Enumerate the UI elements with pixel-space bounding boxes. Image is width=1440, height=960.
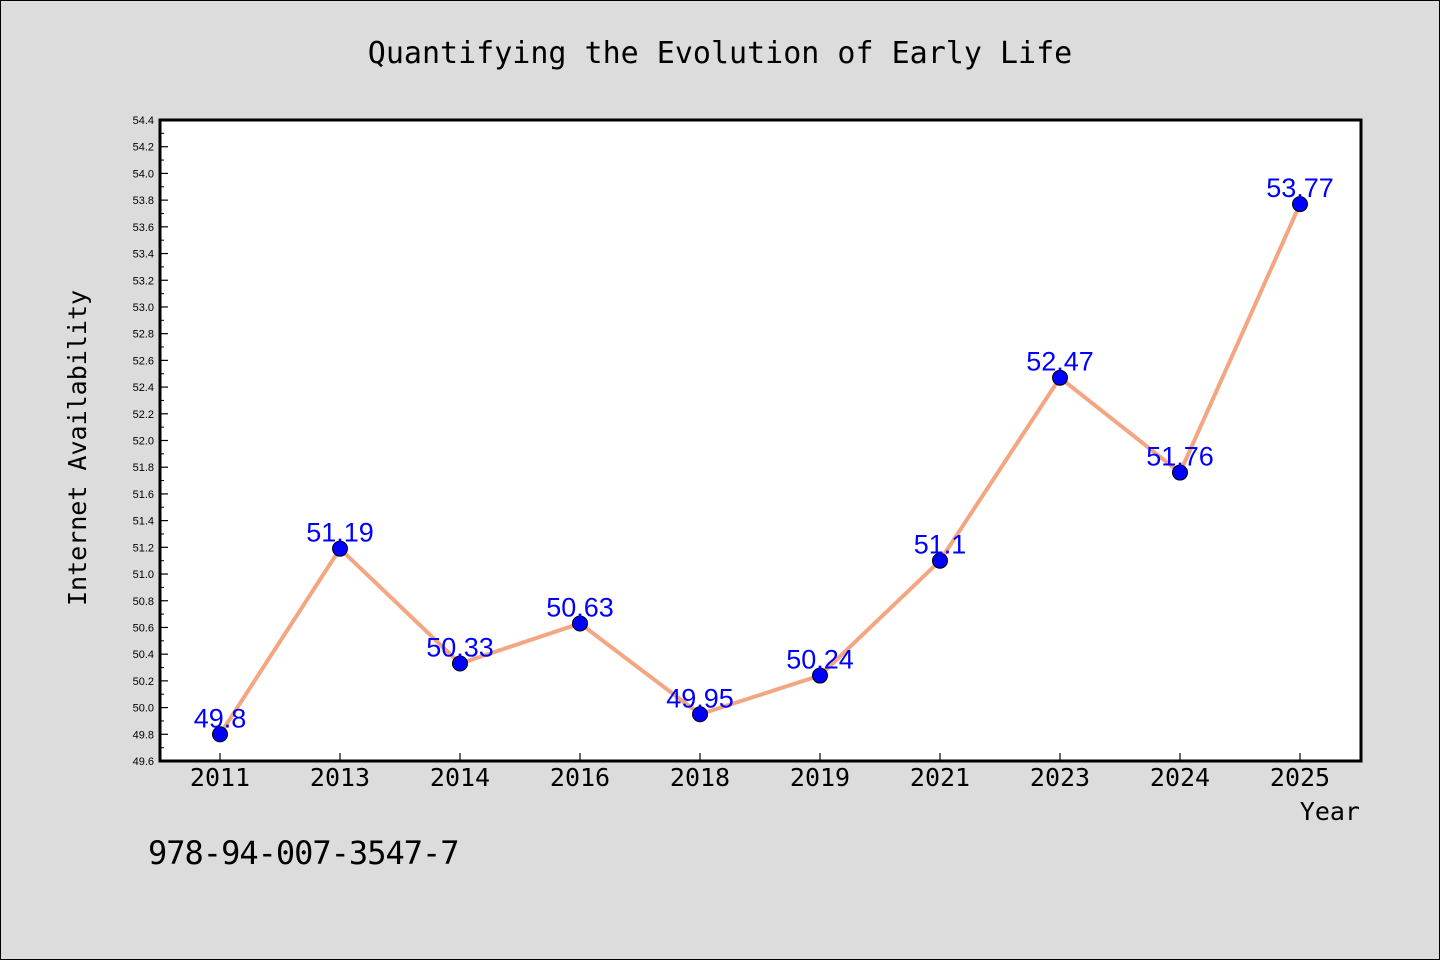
y-tick-label: 53.4 — [133, 249, 154, 261]
y-axis-label: Internet Availability — [63, 290, 92, 606]
y-tick-label: 51.8 — [133, 462, 154, 474]
y-tick-label: 50.6 — [133, 622, 154, 634]
x-tick-label: 2011 — [190, 763, 250, 792]
y-tick-label: 49.6 — [133, 756, 154, 768]
data-point — [932, 552, 948, 569]
x-tick-label: 2018 — [670, 763, 730, 792]
y-tick-label: 51.4 — [133, 516, 154, 528]
x-axis: 2011 2013 2014 2016 2018 2019 2021 2023 2024 2025 — [190, 753, 1330, 792]
y-tick-label: 54.4 — [133, 115, 154, 127]
x-tick-label: 2013 — [310, 763, 370, 792]
x-tick-label: 2023 — [1030, 763, 1090, 792]
data-label: 50.63 — [546, 592, 614, 622]
y-tick-label: 50.4 — [133, 649, 154, 661]
y-tick-label: 52.2 — [133, 409, 154, 421]
x-tick-label: 2019 — [790, 763, 850, 792]
x-tick-label: 2014 — [430, 763, 490, 792]
y-tick-label: 52.4 — [133, 382, 154, 394]
y-tick-label: 50.0 — [133, 703, 154, 715]
data-label: 49.8 — [194, 703, 247, 733]
y-tick-label: 51.2 — [133, 542, 154, 554]
y-tick-label: 52.6 — [133, 355, 154, 367]
data-point — [1292, 196, 1308, 213]
y-tick-label: 53.2 — [133, 275, 154, 287]
x-tick-label: 2024 — [1150, 763, 1210, 792]
data-point — [212, 726, 228, 743]
y-tick-label: 53.8 — [133, 195, 154, 207]
data-point — [812, 667, 828, 684]
data-point — [1052, 369, 1068, 386]
data-label: 51.1 — [914, 530, 967, 560]
y-tick-label: 54.0 — [133, 168, 154, 180]
y-tick-label: 50.8 — [133, 596, 154, 608]
y-axis: 49.6 49.8 50.0 50.2 50.4 50.6 50.8 51.0 51.2 51.4… — [133, 115, 168, 768]
y-tick-label: 53.6 — [133, 222, 154, 234]
x-axis-label: Year — [1300, 797, 1360, 826]
data-point — [1172, 464, 1188, 481]
data-labels: 49.8 51.19 50.33 50.63 49.95 50.24 51.1 52.47 51… — [194, 173, 1334, 733]
y-tick-label: 51.0 — [133, 569, 154, 581]
data-point — [332, 540, 348, 557]
y-tick-label: 50.2 — [133, 676, 154, 688]
data-point — [572, 615, 588, 632]
y-tick-label: 54.2 — [133, 142, 154, 154]
data-label: 50.33 — [426, 633, 494, 663]
x-tick-label: 2021 — [910, 763, 970, 792]
series-path — [218, 203, 1302, 736]
data-point — [692, 706, 708, 723]
x-tick-label: 2025 — [1270, 763, 1330, 792]
y-tick-label: 52.8 — [133, 329, 154, 341]
x-tick-label: 2016 — [550, 763, 610, 792]
data-label: 49.95 — [666, 683, 734, 713]
data-label: 51.76 — [1146, 442, 1214, 472]
series-line — [212, 196, 1308, 743]
plot-area — [158, 118, 1363, 763]
data-label: 51.19 — [306, 518, 374, 548]
footer-code: 978-94-007-3547-7 — [148, 834, 460, 872]
y-tick-label: 51.6 — [133, 489, 154, 501]
data-label: 50.24 — [786, 645, 854, 675]
y-tick-label: 52.0 — [133, 436, 154, 448]
y-tick-label: 53.0 — [133, 302, 154, 314]
data-label: 53.77 — [1266, 173, 1334, 203]
data-label: 52.47 — [1026, 347, 1094, 377]
data-point — [452, 655, 468, 672]
y-tick-label: 49.8 — [133, 729, 154, 741]
chart-title: Quantifying the Evolution of Early Life — [368, 36, 1072, 71]
